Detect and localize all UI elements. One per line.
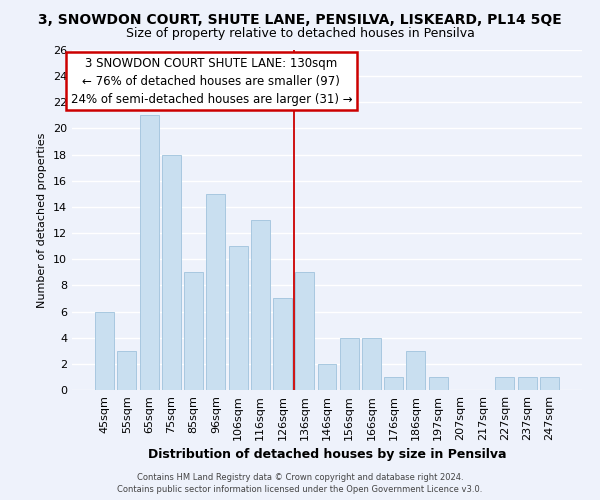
- Bar: [384, 377, 403, 390]
- Bar: [118, 351, 136, 390]
- Text: 3 SNOWDON COURT SHUTE LANE: 130sqm
← 76% of detached houses are smaller (97)
24%: 3 SNOWDON COURT SHUTE LANE: 130sqm ← 76%…: [71, 56, 352, 106]
- Bar: [362, 338, 381, 390]
- Bar: [273, 298, 292, 390]
- Bar: [162, 154, 181, 390]
- Bar: [140, 116, 158, 390]
- Text: Contains HM Land Registry data © Crown copyright and database right 2024.
Contai: Contains HM Land Registry data © Crown c…: [118, 472, 482, 494]
- Bar: [340, 338, 359, 390]
- Bar: [317, 364, 337, 390]
- Text: Size of property relative to detached houses in Pensilva: Size of property relative to detached ho…: [125, 28, 475, 40]
- Bar: [229, 246, 248, 390]
- Bar: [184, 272, 203, 390]
- Bar: [206, 194, 225, 390]
- X-axis label: Distribution of detached houses by size in Pensilva: Distribution of detached houses by size …: [148, 448, 506, 462]
- Bar: [518, 377, 536, 390]
- Bar: [95, 312, 114, 390]
- Bar: [251, 220, 270, 390]
- Text: 3, SNOWDON COURT, SHUTE LANE, PENSILVA, LISKEARD, PL14 5QE: 3, SNOWDON COURT, SHUTE LANE, PENSILVA, …: [38, 12, 562, 26]
- Bar: [496, 377, 514, 390]
- Bar: [429, 377, 448, 390]
- Bar: [406, 351, 425, 390]
- Y-axis label: Number of detached properties: Number of detached properties: [37, 132, 47, 308]
- Bar: [540, 377, 559, 390]
- Bar: [295, 272, 314, 390]
